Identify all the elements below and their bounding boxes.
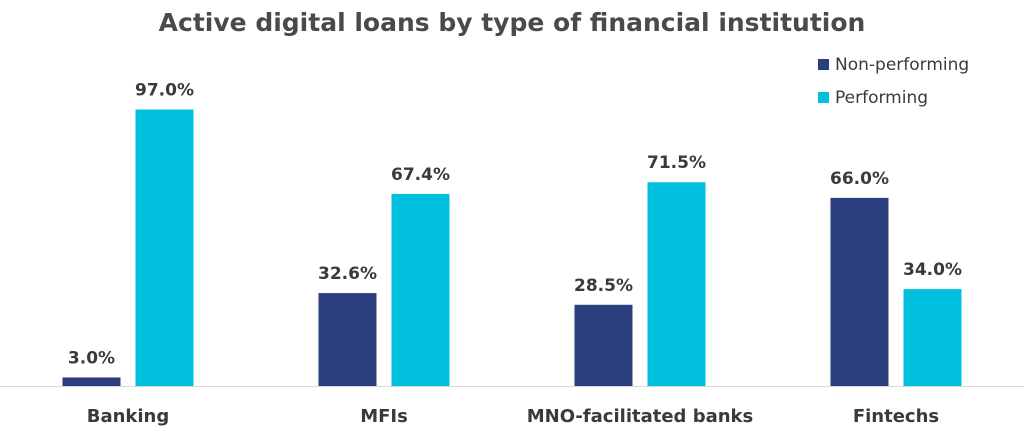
category-label: Fintechs [853,406,939,427]
legend-item-non-performing: Non-performing [818,48,969,81]
category-label: MNO-facilitated banks [527,406,754,427]
bar-performing-mfis [391,193,450,386]
data-label: 71.5% [647,153,706,173]
bar-performing-mno-facilitated-banks [647,182,706,386]
bar-non-performing-mfis [318,293,377,386]
legend-swatch-non-performing [818,59,829,70]
legend-label-non-performing: Non-performing [835,54,970,75]
bar-performing-banking [135,109,194,387]
bar-non-performing-fintechs [830,197,889,386]
chart-title: Active digital loans by type of financia… [158,8,866,37]
category-label: Banking [87,406,170,427]
bar-performing-fintechs [903,289,962,386]
data-label: 67.4% [391,165,450,185]
bar-non-performing-mno-facilitated-banks [574,304,633,386]
data-label: 66.0% [830,169,889,189]
data-label: 34.0% [903,260,962,280]
data-label: 3.0% [68,348,115,368]
data-label: 97.0% [135,81,194,101]
legend-item-performing: Performing [818,81,969,114]
category-label: MFIs [360,406,408,427]
legend: Non-performing Performing [818,48,969,114]
data-label: 32.6% [318,264,377,284]
data-label: 28.5% [574,276,633,296]
bar-non-performing-banking [62,377,121,386]
legend-swatch-performing [818,92,829,103]
legend-label-performing: Performing [835,87,929,108]
